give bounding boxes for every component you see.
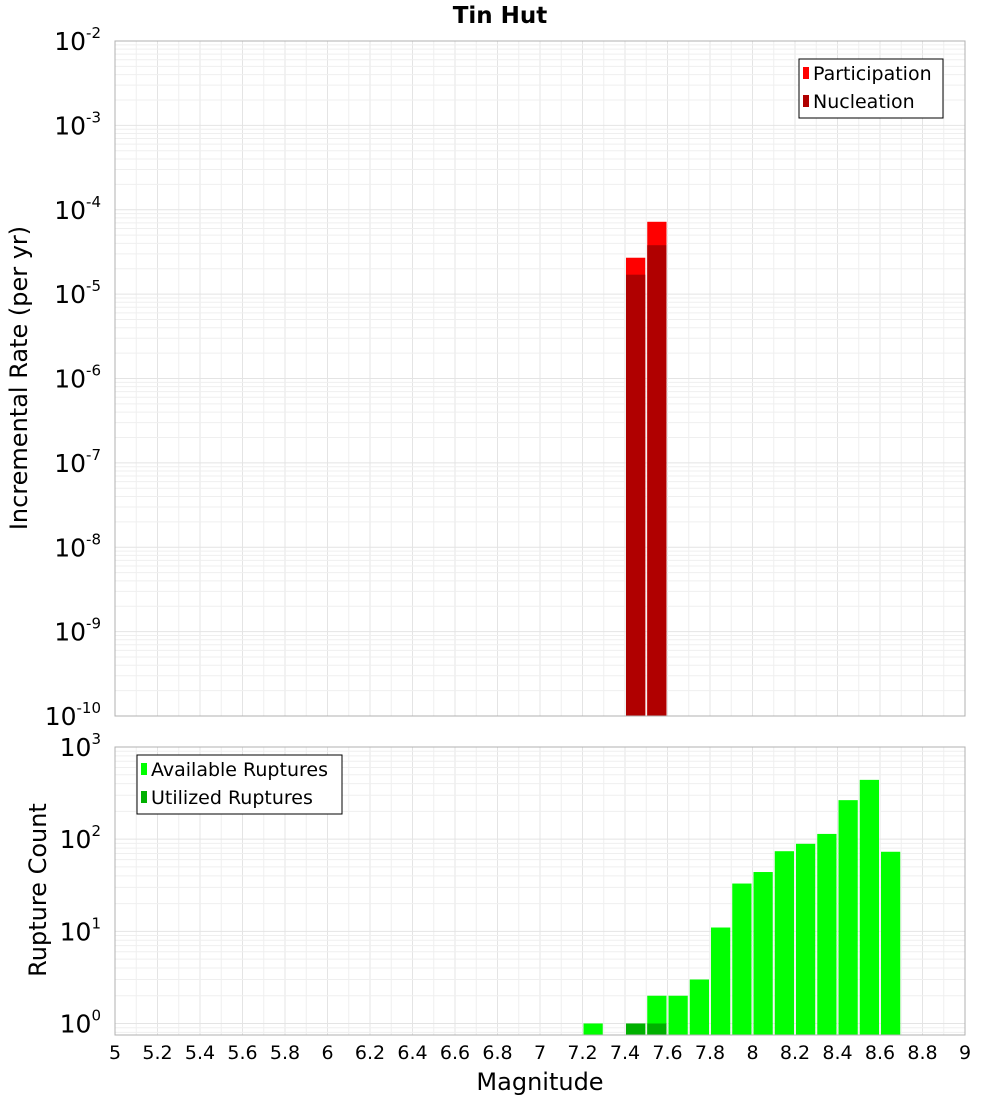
legend-swatch [141, 763, 147, 775]
x-tick-label: 8.8 [907, 1042, 937, 1064]
x-axis-title: Magnitude [476, 1068, 603, 1096]
y-tick-label: 103 [60, 730, 101, 762]
y-tick-label: 10-5 [54, 277, 101, 309]
legend-box-2 [136, 754, 343, 815]
chart-title: Tin Hut [453, 3, 548, 29]
legend-box-1 [798, 58, 944, 119]
x-tick-label: 8.2 [780, 1042, 810, 1064]
bar-2-1 [881, 851, 901, 1035]
y-tick-label: 10-10 [45, 699, 101, 731]
legend-label: Utilized Ruptures [151, 787, 313, 809]
x-tick-label: 5.4 [185, 1042, 215, 1064]
legend-label: Participation [813, 63, 932, 85]
x-tick-label: 7.8 [695, 1042, 725, 1064]
bar-2-1 [668, 995, 688, 1035]
x-tick-label: 5.2 [142, 1042, 172, 1064]
y-tick-label: 10-2 [54, 24, 101, 56]
x-tick-label: 9 [959, 1042, 971, 1064]
plot-border-1 [114, 40, 966, 717]
y-tick-label: 10-8 [54, 530, 101, 562]
bar-2-1 [838, 800, 858, 1035]
x-tick-label: 5.8 [270, 1042, 300, 1064]
x-tick-label: 6.8 [482, 1042, 512, 1064]
x-tick-label: 8.4 [822, 1042, 852, 1064]
top-y-axis-title: Incremental Rate (per yr) [5, 226, 33, 530]
x-tick-label: 5 [109, 1042, 121, 1064]
bar-2-1 [689, 979, 709, 1035]
x-tick-label: 7.2 [567, 1042, 597, 1064]
bar-2-1 [796, 843, 816, 1035]
x-tick-label: 6 [321, 1042, 333, 1064]
bar-2-2 [626, 1023, 646, 1035]
x-tick-label: 6.2 [355, 1042, 385, 1064]
y-tick-label: 10-3 [54, 108, 101, 140]
bar-2-1 [732, 883, 752, 1035]
legend-label: Available Ruptures [151, 759, 328, 781]
bar-2-1 [774, 851, 794, 1035]
y-tick-label: 100 [60, 1006, 101, 1038]
bar-2-2 [647, 1023, 667, 1035]
y-tick-label: 102 [60, 822, 101, 854]
x-tick-label: 8.6 [865, 1042, 895, 1064]
x-tick-label: 6.4 [397, 1042, 427, 1064]
legend-swatch [803, 67, 809, 79]
bar-2-1 [859, 779, 879, 1035]
x-tick-label: 7.6 [652, 1042, 682, 1064]
bar-2-1 [583, 1023, 603, 1035]
x-tick-label: 7 [534, 1042, 546, 1064]
x-tick-label: 6.6 [440, 1042, 470, 1064]
bar-2-1 [711, 927, 731, 1035]
y-tick-label: 10-4 [54, 193, 101, 225]
x-tick-label: 8 [746, 1042, 758, 1064]
x-tick-label: 7.4 [610, 1042, 640, 1064]
bar-2-1 [753, 872, 773, 1035]
legend-swatch [803, 95, 809, 107]
plot-border-2 [114, 746, 966, 1036]
bar-1-2 [626, 274, 646, 716]
bar-1-2 [647, 245, 667, 717]
bottom-y-axis-title: Rupture Count [24, 803, 52, 977]
bar-2-1 [817, 833, 837, 1035]
x-tick-label: 5.6 [227, 1042, 257, 1064]
y-tick-label: 101 [60, 914, 101, 946]
y-tick-label: 10-7 [54, 446, 101, 478]
y-tick-label: 10-6 [54, 362, 101, 394]
y-tick-label: 10-9 [54, 615, 101, 647]
legend-label: Nucleation [813, 91, 915, 113]
legend-swatch [141, 791, 147, 803]
